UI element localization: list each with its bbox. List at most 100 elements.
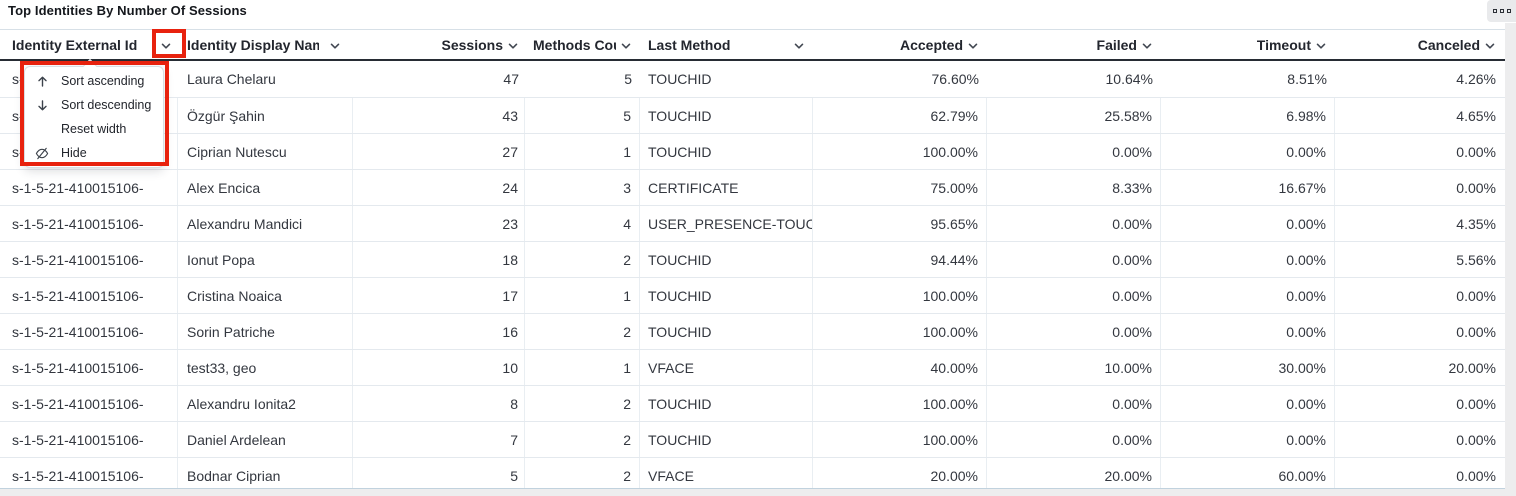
page-gutter — [0, 489, 1516, 496]
cell-accepted: 100.00% — [813, 314, 987, 349]
table-row: s-1-5-21-410015106- Daniel Ardelean 7 2 TOUC… — [0, 421, 1505, 457]
column-options-menu: Sort ascending Sort descending Reset width… — [24, 58, 164, 168]
cell-identity-external-id: s-1-5-21-410015106- — [0, 422, 178, 457]
header-cell-identity-display-name[interactable]: Identity Display Name — [178, 30, 353, 59]
cell-last-method: TOUCHID — [640, 422, 813, 457]
eye-off-icon — [35, 146, 49, 160]
cell-last-method: TOUCHID — [640, 386, 813, 421]
cell-accepted: 62.79% — [813, 98, 987, 133]
header-cell-last-method[interactable]: Last Method — [640, 30, 813, 59]
chevron-down-icon[interactable] — [160, 40, 172, 52]
header-cell-accepted[interactable]: Accepted — [813, 30, 987, 59]
menu-item-label: Reset width — [61, 122, 127, 136]
cell-canceled: 0.00% — [1456, 323, 1496, 340]
cell-identity-display-name: Cristina Noaica — [178, 278, 353, 313]
table-row: s-1-5-21-410015106- Alexandru Ionita2 8 2 TO… — [0, 385, 1505, 421]
panel-options-button[interactable] — [1487, 0, 1516, 22]
cell-failed: 0.00% — [987, 386, 1161, 421]
header-cell-canceled[interactable]: Canceled — [1335, 30, 1504, 59]
cell-identity-external-id: s-1-5-21-410015106- — [0, 278, 178, 313]
cell-identity-external-id: s-1-5-21-410015106- — [0, 386, 178, 421]
menu-item-sort-ascending[interactable]: Sort ascending — [25, 69, 163, 93]
cell-timeout: 0.00% — [1161, 422, 1335, 457]
chevron-down-icon[interactable] — [967, 40, 979, 52]
cell-timeout: 0.00% — [1161, 134, 1335, 169]
cell-failed: 0.00% — [987, 422, 1161, 457]
header-cell-sessions[interactable]: Sessions — [353, 30, 525, 59]
menu-item-label: Sort ascending — [61, 74, 145, 88]
cell-timeout: 8.51% — [1287, 71, 1327, 87]
cell-identity-display-name: Alexandru Mandici — [178, 206, 353, 241]
cell-sessions: 8 — [353, 386, 525, 421]
cell-methods-count: 2 — [525, 422, 640, 457]
cell-accepted: 95.65% — [813, 206, 987, 241]
cell-last-method: TOUCHID — [640, 278, 813, 313]
header-label-identity-display-name: Identity Display Name — [187, 36, 319, 53]
header-cell-methods-count[interactable]: Methods Count — [525, 30, 640, 59]
cell-timeout: 0.00% — [1161, 386, 1335, 421]
cell-failed: 20.00% — [987, 458, 1161, 488]
table-row: s-1-5-21-410015106- Bodnar Ciprian 5 2 VFACE… — [0, 457, 1505, 488]
cell-identity-display-name: Alexandru Ionita2 — [178, 386, 353, 421]
cell-accepted: 20.00% — [813, 458, 987, 488]
cell-timeout: 6.98% — [1161, 98, 1335, 133]
cell-failed: 8.33% — [987, 170, 1161, 205]
cell-last-method: VFACE — [640, 458, 813, 488]
cell-failed: 0.00% — [987, 314, 1161, 349]
cell-accepted: 40.00% — [813, 350, 987, 385]
cell-failed: 0.00% — [987, 206, 1161, 241]
panel-title: Top Identities By Number Of Sessions — [8, 3, 247, 18]
header-cell-identity-external-id[interactable]: Identity External Id — [0, 30, 178, 59]
cell-accepted: 100.00% — [813, 278, 987, 313]
cell-canceled: 0.00% — [1456, 143, 1496, 160]
cell-methods-count: 1 — [525, 278, 640, 313]
cell-last-method: TOUCHID — [640, 242, 813, 277]
menu-item-reset-width[interactable]: Reset width — [25, 117, 163, 141]
cell-last-method: TOUCHID — [648, 71, 712, 87]
cell-identity-display-name: test33, geo — [178, 350, 353, 385]
cell-canceled: 4.35% — [1456, 215, 1496, 232]
header-cell-failed[interactable]: Failed — [987, 30, 1161, 59]
table-row: s-1-5-21-410015106- Alexandru Mandici 23 4 U… — [0, 205, 1505, 241]
table-row: s-1-5-21-410015106- Alex Encica 24 3 CERTIFI… — [0, 169, 1505, 205]
cell-timeout: 0.00% — [1161, 242, 1335, 277]
cell-last-method: TOUCHID — [640, 98, 813, 133]
cell-methods-count: 5 — [624, 71, 632, 87]
cell-identity-display-name: Ionut Popa — [178, 242, 353, 277]
chevron-down-icon[interactable] — [793, 40, 805, 52]
cell-methods-count: 2 — [525, 314, 640, 349]
header-cell-timeout[interactable]: Timeout — [1161, 30, 1335, 59]
cell-methods-count: 3 — [525, 170, 640, 205]
cell-sessions: 24 — [353, 170, 525, 205]
cell-methods-count: 2 — [525, 386, 640, 421]
table-row: s-1-5-21-410015106-Laura Chelaru475TOUCH… — [0, 61, 1505, 97]
cell-canceled: 0.00% — [1456, 179, 1496, 196]
cell-accepted: 76.60% — [931, 71, 979, 87]
chevron-down-icon[interactable] — [1315, 40, 1327, 52]
cell-accepted: 100.00% — [813, 386, 987, 421]
cell-accepted: 75.00% — [813, 170, 987, 205]
cell-last-method: CERTIFICATE — [640, 170, 813, 205]
header-label-failed: Failed — [1096, 36, 1137, 53]
chevron-down-icon[interactable] — [507, 40, 519, 52]
cell-identity-display-name: Sorin Patriche — [178, 314, 353, 349]
cell-canceled: 5.56% — [1456, 251, 1496, 268]
cell-methods-count: 5 — [525, 98, 640, 133]
cell-sessions: 5 — [353, 458, 525, 488]
cell-accepted: 100.00% — [813, 422, 987, 457]
chevron-down-icon[interactable] — [329, 40, 341, 52]
cell-identity-display-name: Özgür Şahin — [178, 98, 353, 133]
cell-canceled: 0.00% — [1456, 467, 1496, 484]
chevron-down-icon[interactable] — [1484, 40, 1496, 52]
chevron-down-icon[interactable] — [1141, 40, 1153, 52]
menu-item-hide[interactable]: Hide — [25, 141, 163, 165]
header-label-methods-count: Methods Count — [533, 36, 616, 53]
cell-accepted: 100.00% — [813, 134, 987, 169]
menu-item-sort-descending[interactable]: Sort descending — [25, 93, 163, 117]
cell-timeout: 16.67% — [1161, 170, 1335, 205]
square-dots-menu-icon — [1492, 9, 1497, 13]
cell-identity-external-id: s-1-5-21-410015106- — [0, 170, 178, 205]
cell-identity-external-id: s-1-5-21-410015106- — [0, 206, 178, 241]
table-row: s-1-5-21-410015106- Ionut Popa 18 2 TOUCHID 9… — [0, 241, 1505, 277]
chevron-down-icon[interactable] — [620, 40, 632, 52]
